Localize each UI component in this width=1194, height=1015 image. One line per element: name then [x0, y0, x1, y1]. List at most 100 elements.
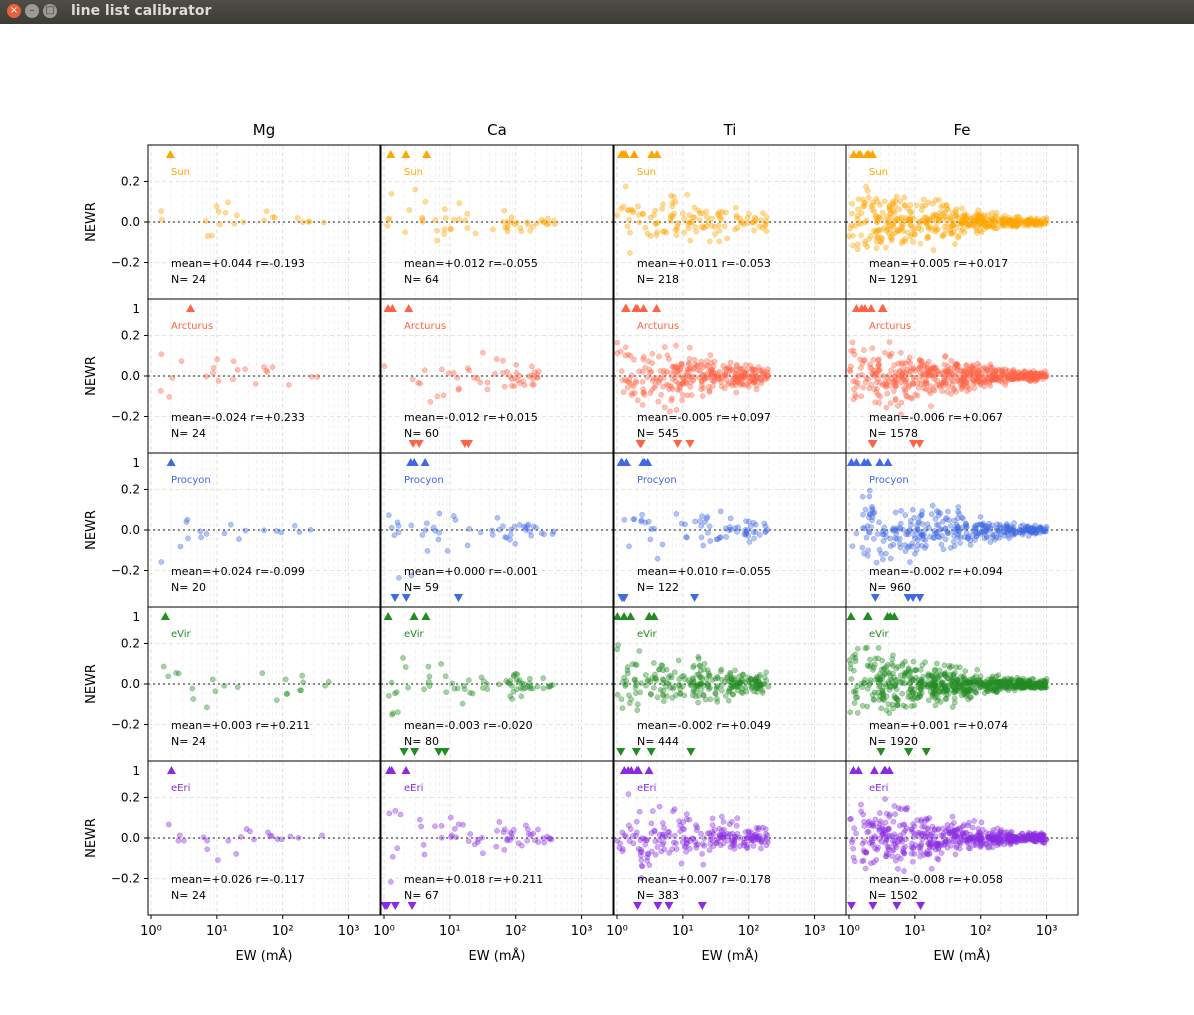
- y-tick-label: 0.0: [121, 369, 140, 383]
- data-point: [663, 666, 670, 673]
- out-of-range-up-marker: [644, 766, 654, 774]
- data-point: [932, 682, 938, 689]
- data-point: [875, 655, 881, 662]
- data-point: [251, 836, 257, 843]
- data-point: [876, 519, 882, 526]
- data-point: [422, 198, 429, 205]
- star-label-sun: Sun: [637, 167, 656, 178]
- data-point: [654, 694, 661, 701]
- data-point: [731, 840, 737, 847]
- data-point: [686, 356, 693, 362]
- data-point: [688, 392, 695, 398]
- data-point: [952, 669, 958, 676]
- data-point: [1023, 218, 1030, 225]
- data-point: [734, 528, 740, 535]
- data-point: [1003, 373, 1010, 379]
- data-point: [432, 217, 439, 223]
- data-point: [299, 672, 306, 679]
- data-point: [632, 676, 638, 683]
- data-point: [945, 508, 951, 515]
- data-point: [654, 844, 661, 850]
- data-point: [484, 386, 491, 393]
- data-point: [902, 827, 909, 834]
- data-point: [849, 210, 855, 217]
- data-point: [217, 221, 223, 228]
- data-point: [915, 844, 922, 850]
- out-of-range-down-marker: [390, 902, 400, 910]
- data-point: [928, 865, 935, 872]
- y-axis-label: NEWR: [84, 510, 99, 550]
- data-point: [200, 834, 207, 841]
- data-point: [997, 686, 1004, 692]
- data-point: [533, 220, 540, 227]
- window-minimize-button[interactable]: –: [25, 4, 39, 18]
- data-point: [879, 688, 886, 694]
- data-point: [1003, 223, 1009, 229]
- window-maximize-button[interactable]: □: [43, 4, 57, 18]
- data-point: [698, 534, 705, 541]
- window-close-button[interactable]: ×: [7, 4, 21, 18]
- x-tick-label: 10²: [970, 924, 992, 939]
- y-axis-label: NEWR: [84, 356, 99, 396]
- data-point: [956, 510, 962, 517]
- data-point: [679, 210, 686, 217]
- data-point: [656, 666, 663, 673]
- data-point: [862, 506, 869, 513]
- data-point: [886, 843, 892, 850]
- data-point: [719, 827, 725, 834]
- data-point: [898, 507, 904, 514]
- data-point: [938, 850, 945, 856]
- data-point: [659, 541, 666, 548]
- data-point: [917, 240, 924, 247]
- data-point: [928, 511, 935, 517]
- data-point: [951, 695, 958, 702]
- data-point: [630, 516, 637, 523]
- data-point: [878, 705, 885, 712]
- data-point: [747, 523, 754, 530]
- data-point: [965, 679, 972, 686]
- data-point: [853, 830, 859, 837]
- data-point: [847, 368, 854, 375]
- data-point: [875, 361, 882, 368]
- data-point: [977, 684, 983, 691]
- data-point: [932, 516, 939, 522]
- data-point: [175, 837, 182, 844]
- data-point: [507, 531, 514, 538]
- data-point: [941, 374, 947, 381]
- data-point: [441, 231, 448, 237]
- data-point: [493, 843, 500, 850]
- data-point: [660, 677, 667, 683]
- out-of-range-up-marker: [626, 612, 636, 620]
- out-of-range-down-marker: [616, 748, 626, 756]
- data-point: [203, 218, 209, 224]
- data-point: [750, 843, 757, 849]
- data-point: [938, 204, 945, 211]
- data-point: [888, 214, 894, 221]
- data-point: [501, 847, 508, 853]
- data-point: [738, 373, 744, 380]
- data-point: [668, 674, 675, 681]
- data-point: [873, 228, 879, 235]
- data-point: [899, 690, 906, 697]
- y-tick-label: −0.2: [111, 256, 140, 270]
- data-point: [723, 534, 729, 540]
- y-axis-label: NEWR: [84, 664, 99, 704]
- data-point: [920, 196, 927, 203]
- data-point: [621, 516, 628, 523]
- data-point: [977, 382, 984, 388]
- data-point: [960, 374, 967, 381]
- data-point: [753, 386, 760, 393]
- data-point: [642, 224, 649, 231]
- data-point: [852, 391, 858, 398]
- data-point: [864, 188, 871, 194]
- data-point: [936, 197, 942, 203]
- data-point: [494, 827, 500, 834]
- data-point: [890, 847, 897, 853]
- data-point: [875, 844, 881, 851]
- data-point: [299, 219, 306, 225]
- out-of-range-up-marker: [186, 304, 196, 312]
- data-point: [712, 690, 719, 697]
- data-point: [651, 684, 657, 691]
- data-point: [225, 199, 231, 206]
- window-titlebar: × – □ line list calibrator: [0, 0, 1194, 24]
